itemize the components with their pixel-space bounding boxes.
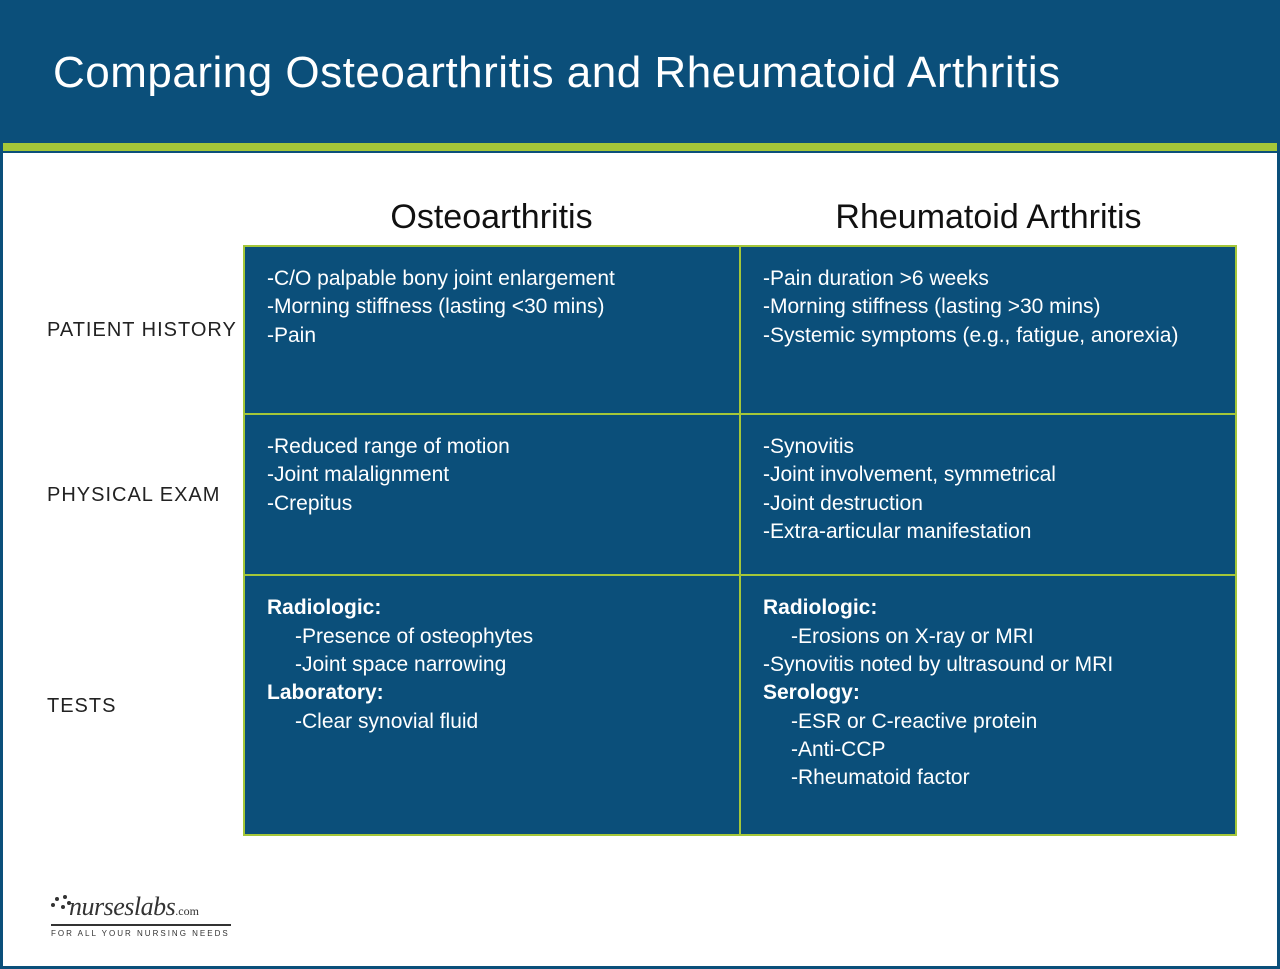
accent-bar xyxy=(3,143,1277,153)
comparison-cell: Radiologic:-Presence of osteophytes-Join… xyxy=(243,574,741,836)
cell-line: Radiologic: xyxy=(267,594,717,622)
logo-dots-icon xyxy=(51,895,71,913)
footer-brand-text: nurseslabs xyxy=(69,892,175,921)
comparison-cell: -Pain duration >6 weeks-Morning stiffnes… xyxy=(739,245,1237,415)
cell-line: -ESR or C-reactive protein xyxy=(763,708,1213,736)
comparison-grid: PATIENT HISTORY-C/O palpable bony joint … xyxy=(33,245,1237,836)
cell-line: -Joint malalignment xyxy=(267,461,717,489)
cell-line: -Morning stiffness (lasting <30 mins) xyxy=(267,293,717,321)
cell-line: -Joint involvement, symmetrical xyxy=(763,461,1213,489)
cell-line: -Pain duration >6 weeks xyxy=(763,265,1213,293)
cell-line: -Reduced range of motion xyxy=(267,433,717,461)
cell-line: -Synovitis xyxy=(763,433,1213,461)
row-label: PATIENT HISTORY xyxy=(33,245,243,415)
cell-line: -Synovitis noted by ultrasound or MRI xyxy=(763,651,1213,679)
table-row: TESTSRadiologic:-Presence of osteophytes… xyxy=(33,576,1237,836)
comparison-cell: Radiologic:-Erosions on X-ray or MRI-Syn… xyxy=(739,574,1237,836)
column-header-ra: Rheumatoid Arthritis xyxy=(740,198,1237,237)
comparison-cell: -Synovitis-Joint involvement, symmetrica… xyxy=(739,413,1237,576)
cell-line: -Joint destruction xyxy=(763,490,1213,518)
cell-line: -Joint space narrowing xyxy=(267,651,717,679)
cell-line: -Rheumatoid factor xyxy=(763,764,1213,792)
cell-line: -Clear synovial fluid xyxy=(267,708,717,736)
cell-line: -Systemic symptoms (e.g., fatigue, anore… xyxy=(763,322,1213,350)
footer-brand-suffix: .com xyxy=(175,904,199,918)
cell-line: Laboratory: xyxy=(267,679,717,707)
header-band: Comparing Osteoarthritis and Rheumatoid … xyxy=(3,3,1277,143)
table-row: PATIENT HISTORY-C/O palpable bony joint … xyxy=(33,245,1237,415)
table-row: PHYSICAL EXAM-Reduced range of motion-Jo… xyxy=(33,415,1237,576)
footer-divider xyxy=(51,924,231,926)
cell-line: -Crepitus xyxy=(267,490,717,518)
cell-line: -Morning stiffness (lasting >30 mins) xyxy=(763,293,1213,321)
cell-line: Radiologic: xyxy=(763,594,1213,622)
footer-brand: nurseslabs.com xyxy=(51,892,231,922)
footer-tagline: FOR ALL YOUR NURSING NEEDS xyxy=(51,929,231,938)
footer-logo: nurseslabs.com FOR ALL YOUR NURSING NEED… xyxy=(51,892,231,938)
cell-line: -Extra-articular manifestation xyxy=(763,518,1213,546)
column-headers-row: Osteoarthritis Rheumatoid Arthritis xyxy=(33,198,1237,237)
cell-line: -Erosions on X-ray or MRI xyxy=(763,623,1213,651)
cell-line: -C/O palpable bony joint enlargement xyxy=(267,265,717,293)
comparison-cell: -Reduced range of motion-Joint malalignm… xyxy=(243,413,741,576)
infographic-page: Comparing Osteoarthritis and Rheumatoid … xyxy=(0,0,1280,969)
content-area: Osteoarthritis Rheumatoid Arthritis PATI… xyxy=(3,153,1277,966)
cell-line: -Presence of osteophytes xyxy=(267,623,717,651)
cell-line: -Pain xyxy=(267,322,717,350)
column-header-oa: Osteoarthritis xyxy=(243,198,740,237)
comparison-cell: -C/O palpable bony joint enlargement-Mor… xyxy=(243,245,741,415)
row-label-spacer xyxy=(33,198,243,237)
page-title: Comparing Osteoarthritis and Rheumatoid … xyxy=(53,48,1061,98)
row-label: PHYSICAL EXAM xyxy=(33,415,243,576)
cell-line: -Anti-CCP xyxy=(763,736,1213,764)
cell-line: Serology: xyxy=(763,679,1213,707)
row-label: TESTS xyxy=(33,576,243,836)
